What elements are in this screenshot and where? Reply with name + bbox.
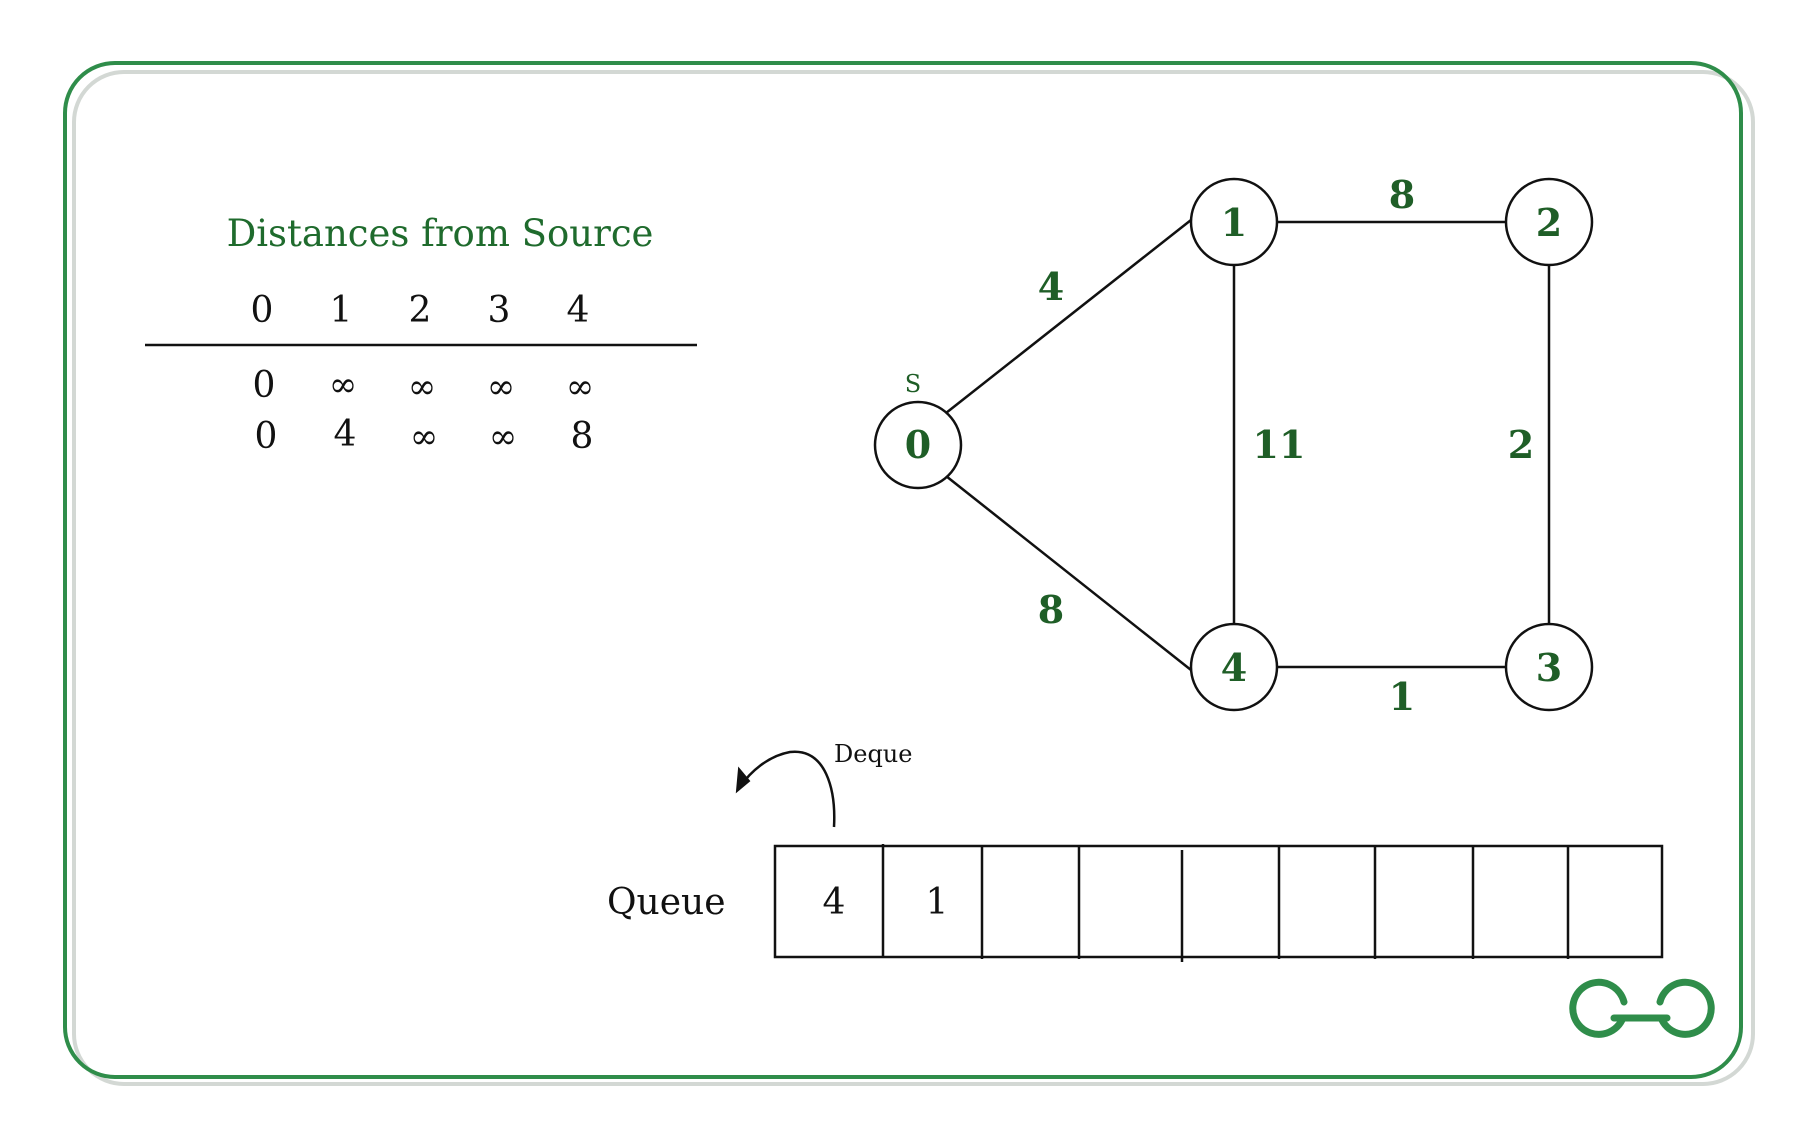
distance-cell: 8 — [571, 416, 594, 457]
node-label: 0 — [905, 422, 931, 467]
node-circle — [1189, 177, 1279, 267]
dequeue-label: Deque — [834, 740, 912, 768]
distance-cell: ∞ — [489, 417, 517, 457]
distance-cell: 0 — [255, 416, 278, 457]
distance-cell: ∞ — [329, 365, 357, 405]
node-circle — [873, 400, 963, 490]
arrowhead-icon — [735, 766, 751, 794]
dequeue-indicator: Deque — [735, 740, 912, 828]
distance-cell: ∞ — [410, 417, 438, 457]
distance-row: 0 4 ∞ ∞ 8 — [255, 414, 594, 457]
column-header: 4 — [567, 290, 590, 331]
edge-weight: 1 — [1389, 674, 1415, 719]
graph: 4 8 8 11 2 1 S 0 1 2 3 — [873, 172, 1594, 719]
distance-cell: 4 — [334, 414, 357, 455]
node-label: 4 — [1221, 645, 1247, 690]
edge-weights: 4 8 8 11 2 1 — [1038, 172, 1534, 719]
node-label: 2 — [1536, 200, 1562, 245]
distance-cell: ∞ — [408, 367, 436, 407]
queue-box — [773, 844, 1664, 959]
edge-weight: 8 — [1389, 172, 1415, 217]
edge-0-4 — [945, 475, 1192, 671]
column-header: 0 — [251, 290, 274, 331]
node-circle — [1504, 177, 1594, 267]
node-label: 1 — [1221, 200, 1247, 245]
gfg-logo-icon — [1569, 978, 1715, 1038]
edge-0-1 — [945, 219, 1192, 414]
node-label: 3 — [1536, 645, 1562, 690]
distance-cell: ∞ — [566, 367, 594, 407]
node-circle — [1504, 622, 1594, 712]
source-marker: S — [905, 370, 921, 398]
queue: Queue 4 1 — [607, 844, 1664, 962]
distance-cell: ∞ — [487, 367, 515, 407]
edge-weight: 2 — [1508, 422, 1534, 467]
graph-node-0: 0 — [873, 400, 963, 490]
graph-edges — [945, 219, 1551, 671]
distance-table-header: 0 1 2 3 4 — [251, 290, 590, 331]
diagram-frame — [63, 61, 1743, 1079]
column-header: 1 — [330, 290, 353, 331]
edge-weight: 11 — [1253, 422, 1306, 467]
column-header: 2 — [409, 290, 432, 331]
column-header: 3 — [488, 290, 511, 331]
dequeue-arrow-icon — [738, 750, 836, 828]
graph-node-1: 1 — [1189, 177, 1279, 267]
queue-cell: 4 — [823, 882, 846, 923]
node-circle — [1189, 622, 1279, 712]
queue-label: Queue — [607, 882, 726, 923]
distance-row: 0 ∞ ∞ ∞ ∞ — [253, 365, 595, 407]
queue-cell: 1 — [926, 882, 949, 923]
graph-node-2: 2 — [1504, 177, 1594, 267]
distance-table-title: Distances from Source — [227, 212, 654, 255]
graph-node-3: 3 — [1504, 622, 1594, 712]
edge-weight: 8 — [1038, 587, 1064, 632]
frame-shadow — [72, 70, 1755, 1086]
graph-node-4: 4 — [1189, 622, 1279, 712]
distance-table: Distances from Source 0 1 2 3 4 0 ∞ ∞ ∞ … — [145, 212, 697, 457]
edge-weight: 4 — [1038, 264, 1064, 309]
distance-cell: 0 — [253, 365, 276, 406]
